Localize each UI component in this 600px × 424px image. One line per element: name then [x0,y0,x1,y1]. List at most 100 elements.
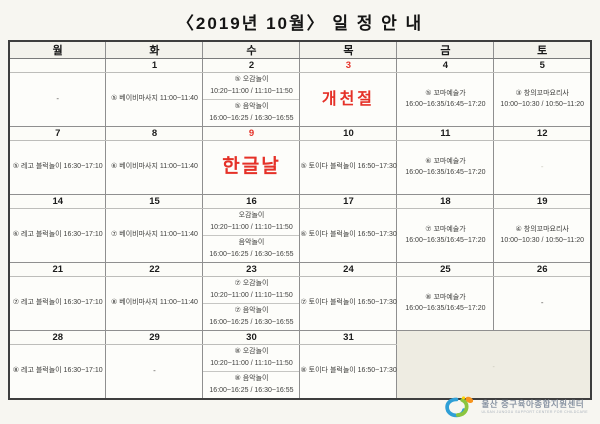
afternoon-event: ⑦ 음악놀이 16:00~16:25 / 16:30~16:55 [203,303,300,330]
event-cell: ⑦ 레고 블럭놀이 16:30~17:10 [8,276,107,331]
date-number: 10 [343,128,354,139]
event-name: ⑥ 꼬마예술가 [425,158,466,165]
date-number: 4 [442,60,449,71]
event-cell: ⑦ 꼬마예술가 16:00~16:35/16:45~17:20 [396,208,495,263]
week2-date-row: 7 8 9 10 11 12 [8,126,592,141]
week5-content-row: ⑧ 레고 블럭놀이 16:30~17:10 - ⑧ 오감놀이 10:20~11:… [8,344,591,400]
date-number: 18 [440,196,451,207]
date-number: 9 [248,128,255,139]
event-cell: ⑤ 토이다 블럭놀이 16:50~17:30 [299,140,398,195]
footer: 울산 중구육아종합지원센터 ULSAN JUNGGU SUPPORT CENTE… [444,395,588,419]
event-text: ⑤ 베이비마사지 11:00~11:40 [111,95,198,103]
weekday-header-row: 월 화 수 목 금 토 [8,40,592,59]
event-cell: ⑤ 베이비마사지 11:00~11:40 [105,72,204,127]
date-cell: 19 [493,194,592,209]
event-cell: ⑥ 베이비마사지 11:00~11:40 [105,140,204,195]
week4-content-row: ⑦ 레고 블럭놀이 16:30~17:10 ⑧ 베이비마사지 11:00~11:… [8,276,592,331]
date-cell: 26 [493,262,592,277]
date-cell: 5 [493,58,592,73]
afternoon-event: 음악놀이 16:00~16:25 / 16:30~16:55 [203,235,300,262]
date-cell: 30 [202,330,301,345]
date-number: 7 [55,128,61,139]
date-cell: 10 [299,126,398,141]
event-time: 10:20~11:00 / 11:10~11:50 [210,291,293,299]
event-time: 10:00~10:30 / 10:50~11:20 [500,100,584,108]
date-cell-holiday: 9 [202,126,301,141]
empty-merged-cell: - [396,330,592,400]
split-wrapper: ⑦ 오감놀이 10:20~11:00 / 11:10~11:50 ⑦ 음악놀이 … [203,277,300,330]
event-name: ⑧ 꼬마예술가 [425,294,466,301]
event-name: ③ 창의꼬마요리사 [515,90,569,97]
weekday-header-mon: 월 [8,40,107,59]
date-cell: 17 [299,194,398,209]
date-number: 15 [149,196,160,207]
week4-date-row: 21 22 23 24 25 26 [8,262,592,277]
event-name: 음악놀이 [238,239,265,246]
date-number: 16 [246,196,257,207]
calendar-table: 월 화 수 목 금 토 1 2 3 4 5 - ⑤ 베이비마사지 11:00~1… [8,40,592,400]
event-cell: ⑥ 꼬마예술가 16:00~16:35/16:45~17:20 [396,140,495,195]
date-number: 26 [536,264,548,275]
date-number: 1 [151,60,158,71]
empty-cell-mark: - [492,363,495,371]
event-cell: ⑦ 토이다 블럭놀이 16:50~17:30 [299,276,398,331]
split-event-cell: ⑦ 오감놀이 10:20~11:00 / 11:10~11:50 ⑦ 음악놀이 … [202,276,301,331]
date-cell: 7 [8,126,107,141]
date-cell: 14 [8,194,107,209]
event-text: ⑧ 베이비마사지 11:00~11:40 [111,299,198,307]
center-logo-text: 울산 중구육아종합지원센터 ULSAN JUNGGU SUPPORT CENTE… [481,399,588,414]
event-name: ④ 창의꼬마요리사 [515,226,569,233]
date-cell-holiday: 3 [299,58,398,73]
weekday-header-tue: 화 [105,40,204,59]
holiday-name: 개천절 [321,90,376,108]
holiday-cell: 개천절 [299,72,398,127]
date-cell: 15 [105,194,204,209]
event-cell: ⑧ 토이다 블럭놀이 16:50~17:30 [299,344,398,400]
date-number: 22 [149,264,160,275]
date-number: 25 [440,264,451,275]
no-event-dash: - [540,162,544,172]
event-text: ⑥ 베이비마사지 11:00~11:40 [111,163,198,171]
week1-date-row: 1 2 3 4 5 [8,58,592,73]
event-time: 10:00~10:30 / 10:50~11:20 [500,236,584,244]
weekday-header-thu: 목 [299,40,398,59]
date-number: 19 [536,196,548,207]
center-logo-icon [445,396,474,418]
event-name: ⑤ 오감놀이 [234,76,269,83]
morning-event: ⑦ 오감놀이 10:20~11:00 / 11:10~11:50 [203,277,299,303]
date-number: 5 [539,60,545,71]
event-name: ⑦ 오감놀이 [234,280,269,287]
event-time: 16:00~16:35/16:45~17:20 [405,168,486,176]
event-time: 10:20~11:00 / 11:10~11:50 [210,87,293,95]
event-text: ⑤ 토이다 블럭놀이 16:50~17:30 [300,163,397,171]
afternoon-event: ⑤ 음악놀이 16:00~16:25 / 16:30~16:55 [203,99,300,126]
date-cell: 24 [299,262,398,277]
event-cell: ⑥ 레고 블럭놀이 16:30~17:10 [8,208,107,263]
event-text: ⑤ 레고 블럭놀이 16:30~17:10 [12,163,103,171]
date-number: 30 [246,332,257,343]
date-number: 3 [345,60,352,71]
date-cell: 31 [299,330,398,345]
event-text: ⑧ 레고 블럭놀이 16:30~17:10 [12,367,103,375]
empty-day-cell: - [8,72,107,127]
event-text: ⑥ 토이다 블럭놀이 16:50~17:30 [300,231,397,239]
event-cell: ⑧ 레고 블럭놀이 16:30~17:10 [8,344,107,400]
date-number: 8 [151,128,158,139]
date-cell: 8 [105,126,204,141]
date-number: 21 [52,264,64,275]
date-number: 23 [246,264,257,275]
event-text: ⑦ 레고 블럭놀이 16:30~17:10 [12,299,103,307]
no-event-dash: - [540,298,544,308]
empty-day-cell: - [493,276,592,331]
event-time: 16:00~16:35/16:45~17:20 [405,100,486,108]
event-time: 16:00~16:25 / 16:30~16:55 [209,318,294,326]
date-number: 14 [52,196,64,207]
event-text: ⑦ 토이다 블럭놀이 16:50~17:30 [300,299,397,307]
event-time: 16:00~16:35/16:45~17:20 [405,236,486,244]
date-cell: 11 [396,126,495,141]
split-wrapper: 오감놀이 10:20~11:00 / 11:10~11:50 음악놀이 16:0… [203,209,300,262]
split-wrapper: ⑧ 오감놀이 10:20~11:00 / 11:10~11:50 ⑧ 음악놀이 … [203,345,300,398]
event-name: ⑦ 음악놀이 [234,307,269,314]
event-name: ⑧ 오감놀이 [234,348,269,355]
date-number: 28 [52,332,64,343]
